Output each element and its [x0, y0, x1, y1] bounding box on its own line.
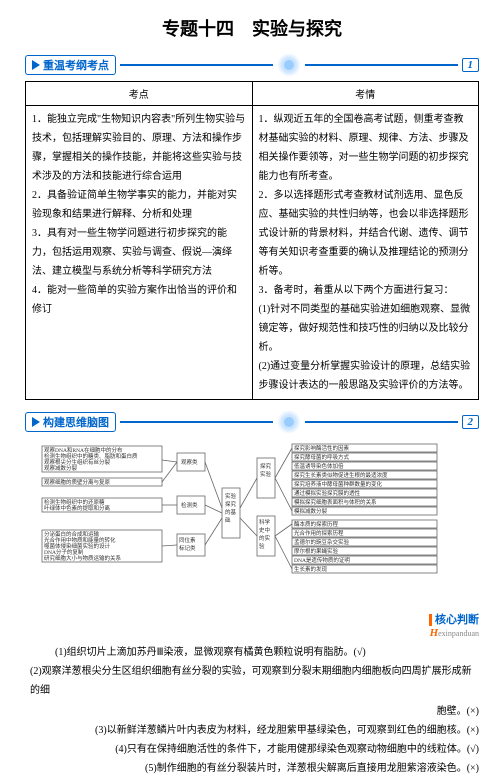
svg-text:科学: 科学 — [259, 518, 271, 526]
svg-text:模拟减数分裂: 模拟减数分裂 — [294, 507, 328, 515]
hexin-main-text: 核心判断 — [429, 614, 479, 626]
svg-text:实验: 实验 — [225, 492, 237, 500]
mindmap-right-group: 探究影响酶活性的因素 探究酵母菌的呼吸方式 低温诱导染色体加倍 探究生长素类似物… — [292, 444, 437, 573]
mindmap-left-group: 观察DNA和RNA在细胞中的分布 检测生物组织中的糖类、脂肪和蛋白质 观察根尖分… — [42, 446, 162, 562]
situation-2: 2．多以选择题形式考查教材试剂选用、显色反应、基础实验的共性归纳等，也会以非选择… — [259, 186, 473, 281]
judgment-2-cont: 胞壁。(×) — [30, 702, 479, 721]
svg-text:观察DNA和RNA在细胞中的分布: 观察DNA和RNA在细胞中的分布 — [44, 446, 123, 454]
cartoon-icon — [277, 53, 301, 77]
divider-line — [120, 421, 273, 423]
svg-text:DNA是遗传物质的证明: DNA是遗传物质的证明 — [294, 556, 350, 564]
hexin-pinyin-h: H — [430, 627, 439, 639]
section1-tab-text: 重温考纲考点 — [43, 57, 109, 73]
section2-header: 构建思维脑图 2 — [25, 410, 479, 434]
svg-text:验: 验 — [259, 542, 265, 550]
tab-arrow-icon — [32, 60, 40, 70]
svg-text:探究培养液中酵母菌种群数量的变化: 探究培养液中酵母菌种群数量的变化 — [294, 480, 383, 488]
judgment-4: (4)只有在保持细胞活性的条件下，才能用健那绿染色观察动物细胞中的线粒体。(√) — [30, 740, 479, 759]
hexin-pinyin: exinpanduan — [438, 629, 479, 638]
svg-text:同位素: 同位素 — [179, 536, 196, 544]
svg-text:的基: 的基 — [225, 508, 237, 516]
table-header-exam-situation: 考情 — [252, 82, 479, 106]
section1-header: 重温考纲考点 1 — [25, 53, 479, 77]
svg-text:探究影响酶活性的因素: 探究影响酶活性的因素 — [294, 444, 350, 452]
table-header-exam-point: 考点 — [26, 82, 253, 106]
svg-text:实验: 实验 — [260, 470, 272, 478]
exam-points-table: 考点 考情 1．能独立完成"生物知识内容表"所列生物实验与技术，包括理解实验目的… — [25, 81, 479, 400]
judgment-3: (3)以新鲜洋葱鳞片叶内表皮为材料，经龙胆紫甲基绿染色，可观察到红色的细胞核。(… — [30, 721, 479, 740]
svg-text:探究酵母菌的呼吸方式: 探究酵母菌的呼吸方式 — [294, 453, 350, 461]
svg-text:标记类: 标记类 — [179, 544, 196, 552]
judgment-2: (2)观察洋葱根尖分生区组织细胞有丝分裂的实验，可观察到分裂末期细胞内细胞板向四… — [30, 662, 479, 700]
exam-point-2: 2．具备验证简单生物学事实的能力，并能对实验现象和结果进行解释、分析和处理 — [32, 186, 246, 224]
svg-text:础: 础 — [225, 516, 231, 524]
svg-text:观察减数分裂: 观察减数分裂 — [44, 464, 78, 472]
svg-text:孟德尔的豌豆杂交实验: 孟德尔的豌豆杂交实验 — [294, 538, 350, 546]
section2-number: 2 — [462, 415, 480, 429]
svg-text:分泌蛋白的合成和运输: 分泌蛋白的合成和运输 — [44, 530, 100, 538]
svg-text:检测生物组织中的糖类、脂肪和蛋白质: 检测生物组织中的糖类、脂肪和蛋白质 — [44, 452, 138, 460]
svg-text:探究: 探究 — [225, 500, 237, 508]
situation-3-2: (2)通过变量分析掌握实验设计的原理，总结实验步骤设计表达的一般思路及实验评价的… — [259, 357, 473, 395]
divider-line — [305, 421, 458, 423]
cartoon-icon — [277, 410, 301, 434]
svg-text:摩尔根的果蝇实验: 摩尔根的果蝇实验 — [294, 547, 339, 555]
divider-line — [305, 64, 458, 66]
svg-text:探究: 探究 — [260, 462, 272, 470]
exam-point-3: 3．具有对一些生物学问题进行初步探究的能力，包括运用观察、实验与调查、假说—演绎… — [32, 224, 246, 281]
svg-text:检测生物组织中的还原糖: 检测生物组织中的还原糖 — [44, 498, 105, 506]
svg-text:的实: 的实 — [259, 534, 271, 542]
svg-text:酶本质的探索历程: 酶本质的探索历程 — [294, 520, 339, 528]
page-title: 专题十四 实验与探究 — [25, 15, 479, 41]
svg-text:研究细胞大小与物质运输的关系: 研究细胞大小与物质运输的关系 — [44, 554, 122, 562]
exam-point-4: 4．能对一些简单的实验方案作出恰当的评价和修订 — [32, 281, 246, 319]
section1-number: 1 — [462, 58, 480, 72]
situation-3: 3．备考时，着重从以下两个方面进行复习： — [259, 281, 473, 300]
svg-text:观察细胞的质壁分离与复原: 观察细胞的质壁分离与复原 — [44, 478, 111, 486]
svg-text:史中: 史中 — [259, 526, 270, 534]
table-cell-exam-points: 1．能独立完成"生物知识内容表"所列生物实验与技术，包括理解实验目的、原理、方法… — [26, 106, 253, 400]
table-cell-exam-situation: 1．纵观近五年的全国卷高考试题，侧重考查教材基础实验的材料、原理、规律、方法、步… — [252, 106, 479, 400]
mindmap-svg: 观察DNA和RNA在细胞中的分布 检测生物组织中的糖类、脂肪和蛋白质 观察根尖分… — [32, 438, 472, 598]
mindmap-diagram: 观察DNA和RNA在细胞中的分布 检测生物组织中的糖类、脂肪和蛋白质 观察根尖分… — [25, 438, 479, 603]
svg-text:低温诱导染色体加倍: 低温诱导染色体加倍 — [294, 462, 344, 470]
svg-text:模拟探究细胞表面积与体积的关系: 模拟探究细胞表面积与体积的关系 — [294, 498, 377, 506]
svg-text:检测类: 检测类 — [181, 501, 198, 509]
section2-tab-text: 构建思维脑图 — [43, 414, 109, 430]
svg-text:DNA分子的复制: DNA分子的复制 — [44, 548, 84, 556]
situation-1: 1．纵观近五年的全国卷高考试题，侧重考查教材基础实验的材料、原理、规律、方法、步… — [259, 110, 473, 186]
svg-text:通过模拟实验探究膜的透性: 通过模拟实验探究膜的透性 — [294, 489, 361, 497]
judgment-5: (5)制作细胞的有丝分裂装片时，洋葱根尖解离后直接用龙胆紫溶液染色。(×) — [30, 759, 479, 778]
svg-text:光合作用中物质和能量的转化: 光合作用中物质和能量的转化 — [44, 536, 116, 544]
svg-text:观察根尖分生组织有丝分裂: 观察根尖分生组织有丝分裂 — [44, 458, 111, 466]
judgment-1: (1)组织切片上滴加苏丹Ⅲ染液，显微观察有橘黄色颗粒说明有脂肪。(√) — [30, 643, 479, 662]
hexin-label: 核心判断 Hexinpanduan — [25, 611, 479, 639]
situation-3-1: (1)针对不同类型的基础实验进如细胞观察、显微镜定等，做好规范性和技巧性的归纳以… — [259, 300, 473, 357]
svg-text:观察类: 观察类 — [181, 458, 198, 466]
section1-tab: 重温考纲考点 — [25, 55, 116, 75]
divider-line — [120, 64, 273, 66]
svg-text:探究生长素类似物促进生根的最适浓度: 探究生长素类似物促进生根的最适浓度 — [294, 471, 388, 479]
svg-text:光合作用的探索历程: 光合作用的探索历程 — [294, 529, 344, 537]
exam-point-1: 1．能独立完成"生物知识内容表"所列生物实验与技术，包括理解实验目的、原理、方法… — [32, 110, 246, 186]
svg-text:噬菌体侵染细菌实验的设计: 噬菌体侵染细菌实验的设计 — [44, 542, 111, 550]
svg-text:生长素的发现: 生长素的发现 — [294, 565, 328, 573]
judgment-list: (1)组织切片上滴加苏丹Ⅲ染液，显微观察有橘黄色颗粒说明有脂肪。(√) (2)观… — [25, 643, 479, 778]
section2-tab: 构建思维脑图 — [25, 412, 116, 432]
tab-arrow-icon — [32, 417, 40, 427]
svg-text:叶绿体中色素的提取和分离: 叶绿体中色素的提取和分离 — [44, 504, 111, 512]
